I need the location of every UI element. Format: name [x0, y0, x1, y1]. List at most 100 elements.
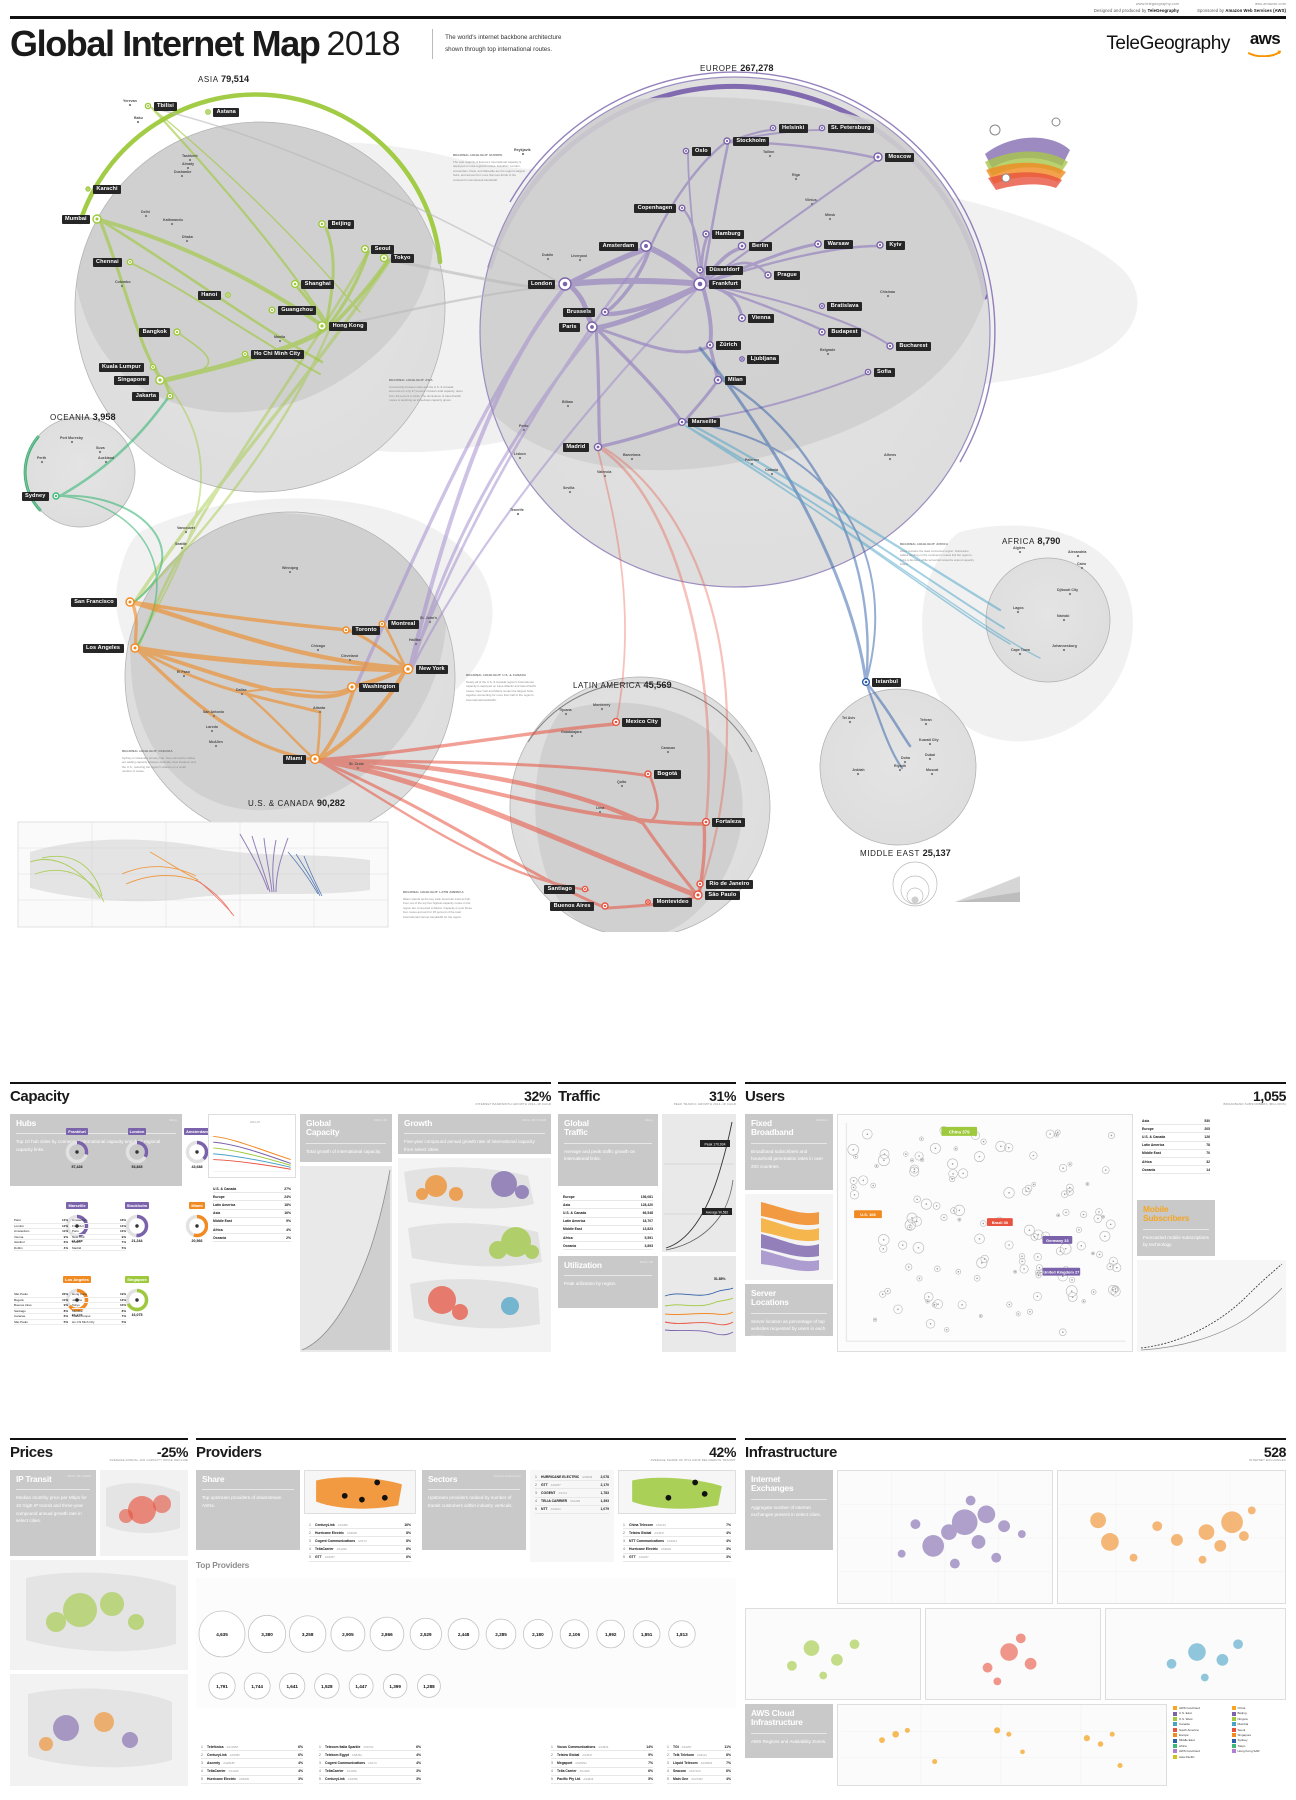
city-node[interactable] [225, 292, 231, 298]
city-label[interactable]: Kyiv [886, 240, 905, 250]
provider-bubble[interactable] [247, 1614, 287, 1654]
city-node[interactable] [818, 302, 826, 310]
city-node[interactable] [92, 214, 102, 224]
city-node[interactable] [873, 152, 883, 162]
city-label[interactable]: Istanbul [872, 677, 902, 687]
city-node[interactable] [818, 328, 826, 336]
list-item[interactable]: 3 NTT Communications AS2914 4% [623, 1537, 731, 1546]
city-node[interactable] [85, 186, 91, 192]
city-label[interactable]: Montreal [387, 619, 419, 629]
city-label[interactable]: Vienna [748, 313, 775, 323]
city-node[interactable] [318, 220, 326, 228]
city-node[interactable] [864, 368, 872, 376]
list-item[interactable]: Latin America 78 [1142, 1142, 1210, 1150]
list-item[interactable]: 5 Hurricane Electric AS6939 3% [201, 1776, 303, 1784]
hub-donut[interactable]: Miami 20,566 [174, 1194, 220, 1243]
city-label[interactable]: Miami [282, 754, 306, 764]
city-node[interactable] [52, 492, 60, 500]
city-node[interactable] [558, 277, 572, 291]
list-item[interactable]: 5 GTT AS3257 6% [309, 1554, 411, 1562]
city-node[interactable] [814, 240, 822, 248]
hub-donut[interactable]: Los Angeles 16,276 [54, 1268, 100, 1317]
hub-donut[interactable]: Stockholm 21,244 [114, 1194, 160, 1243]
list-item[interactable]: Oceania 14 [1142, 1166, 1210, 1175]
city-label[interactable]: Zürich [716, 340, 741, 350]
list-item[interactable]: Europe 156,081 [563, 1193, 653, 1202]
list-item[interactable]: 3 Cogent Communications AS174 8% [309, 1537, 411, 1546]
list-item[interactable]: Europe 24% [213, 1193, 291, 1202]
list-item[interactable]: 2 Hurricane Electric AS6939 8% [309, 1529, 411, 1538]
city-label[interactable]: Moscow [885, 152, 915, 162]
provider-bubble[interactable] [289, 1615, 327, 1653]
list-item[interactable]: 3 COGENT AS174 1,783 [535, 1489, 609, 1498]
city-node[interactable] [342, 626, 350, 634]
city-label[interactable]: Kuala Lumpur [98, 362, 145, 372]
list-item[interactable]: 1 Telefónica AS12956 6% [201, 1743, 303, 1752]
list-item[interactable]: U.S. & Canada 66,548 [563, 1209, 653, 1218]
list-item[interactable]: 3 Cogent Communications AS174 4% [319, 1759, 421, 1768]
list-item[interactable]: 4 TeliaCarrier AS1299 6% [309, 1546, 411, 1554]
list-item[interactable]: 1 CenturyLink AS3356 16% [309, 1521, 411, 1530]
list-item[interactable]: 5 Pacific Pty Ltd AS4826 5% [551, 1776, 653, 1784]
city-node[interactable] [886, 342, 894, 350]
list-item[interactable]: 3 Ascenty AS28186 4% [201, 1759, 303, 1768]
city-label[interactable]: Mexico City [622, 717, 662, 727]
city-node[interactable] [723, 137, 731, 145]
city-label[interactable]: Bogotá [654, 769, 681, 779]
provider-bubble[interactable] [279, 1672, 306, 1700]
provider-bubble[interactable] [559, 1619, 590, 1649]
list-item[interactable]: Africa 32 [1142, 1158, 1210, 1167]
city-label[interactable]: Ljubljana [747, 354, 780, 364]
list-item[interactable]: 2 Telekom Egypt AS8452 4% [319, 1751, 421, 1760]
provider-bubble[interactable] [409, 1617, 442, 1651]
list-item[interactable]: 1 Telecom Italia Sparkle AS6762 6% [319, 1743, 421, 1752]
city-label[interactable]: Milan [724, 375, 747, 385]
city-label[interactable]: Frankfurt [709, 279, 742, 289]
city-label[interactable]: Chennai [92, 257, 123, 267]
city-node[interactable] [290, 279, 300, 289]
city-node[interactable] [144, 102, 152, 110]
city-label[interactable]: Tbilisi [153, 101, 178, 111]
city-label[interactable]: Hong Kong [329, 321, 368, 331]
city-node[interactable] [317, 321, 327, 331]
city-label[interactable]: Seoul [371, 244, 394, 254]
hub-donut[interactable]: Frankfurt 57,428 [54, 1120, 100, 1169]
city-node[interactable] [737, 241, 747, 251]
list-item[interactable]: 1 TGI AS3257 11% [667, 1743, 731, 1752]
city-label[interactable]: São Paulo [705, 890, 740, 900]
list-item[interactable]: Oceania 3,893 [563, 1242, 653, 1251]
provider-bubble[interactable] [314, 1673, 340, 1699]
list-item[interactable]: 4 Seacom AS37100 6% [667, 1768, 731, 1776]
city-node[interactable] [173, 328, 181, 336]
list-item[interactable]: 4 TELIA CARRIER AS1299 1,393 [535, 1498, 609, 1506]
city-label[interactable]: San Francisco [70, 597, 118, 607]
city-node[interactable] [586, 321, 598, 333]
list-item[interactable]: 4 TeliaCarrier AS1299 3% [319, 1768, 421, 1776]
city-node[interactable] [601, 902, 609, 910]
city-node[interactable] [600, 307, 610, 317]
city-label[interactable]: Jakarta [132, 391, 160, 401]
city-label[interactable]: Amsterdam [599, 241, 638, 251]
city-label[interactable]: Marseille [688, 417, 721, 427]
provider-bubble[interactable] [208, 1672, 236, 1700]
list-item[interactable]: Asia 128,420 [563, 1201, 653, 1210]
city-node[interactable] [702, 230, 710, 238]
city-node[interactable] [149, 363, 157, 371]
city-node[interactable] [205, 109, 211, 115]
city-node[interactable] [593, 442, 603, 452]
provider-bubble[interactable] [485, 1618, 517, 1650]
provider-bubble[interactable] [382, 1673, 408, 1699]
city-label[interactable]: Beijing [328, 219, 355, 229]
list-item[interactable]: Africa 5,591 [563, 1234, 653, 1243]
list-item[interactable]: 2 CenturyLink AS3356 6% [201, 1751, 303, 1760]
list-item[interactable]: 2 Telstra Global AS4637 4% [623, 1529, 731, 1538]
city-label[interactable]: Mumbai [61, 214, 91, 224]
list-item[interactable]: U.S. & Canada 27% [213, 1185, 291, 1194]
city-label[interactable]: Fortaleza [712, 817, 745, 827]
list-item[interactable]: 5 CenturyLink AS3356 3% [319, 1776, 421, 1784]
provider-bubble[interactable] [243, 1672, 271, 1700]
city-node[interactable] [693, 277, 707, 291]
city-node[interactable] [360, 244, 370, 254]
city-node[interactable] [268, 306, 276, 314]
city-node[interactable] [130, 643, 140, 653]
